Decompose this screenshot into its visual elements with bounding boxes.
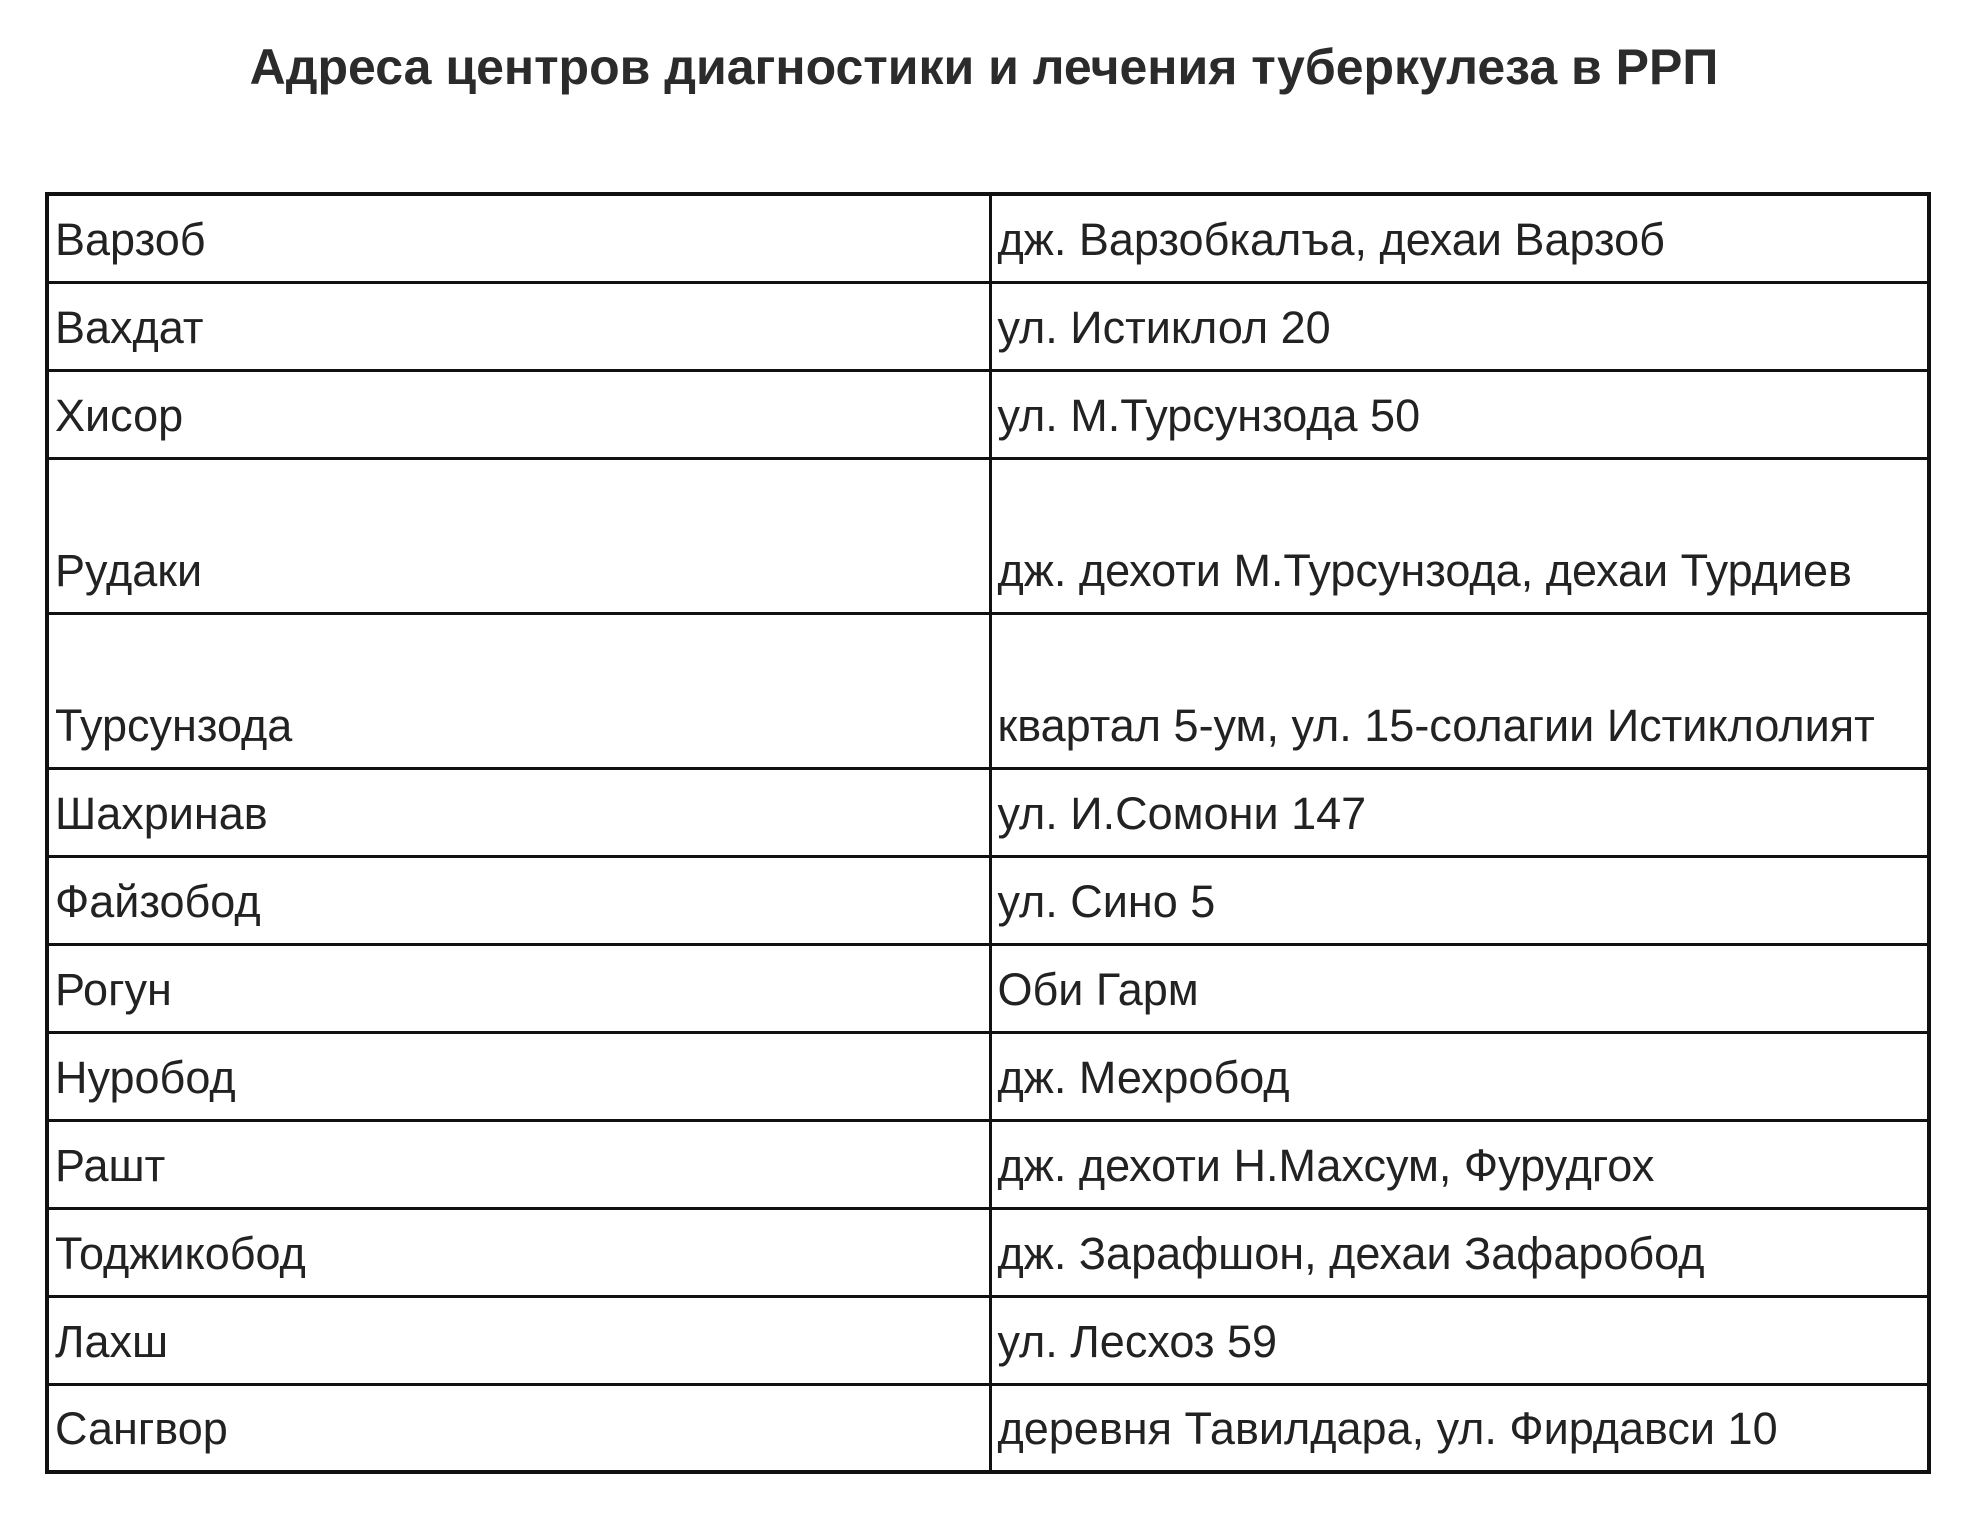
table-row: Вахдат ул. Истиклол 20 — [45, 280, 1931, 372]
page-title: Адреса центров диагностики и лечения туб… — [249, 39, 1719, 95]
district-cell: Вахдат — [45, 280, 992, 372]
address-cell: дж. дехоти М.Турсунзода, дехаи Турдиев — [988, 456, 1931, 615]
district-cell: Файзобод — [45, 854, 992, 946]
table-row: Файзобод ул. Сино 5 — [45, 854, 1931, 946]
address-cell: ул. И.Сомони 147 — [988, 766, 1931, 858]
district-cell: Хисор — [45, 368, 992, 460]
address-cell: квартал 5-ум, ул. 15-солагии Истиклолият — [988, 611, 1931, 770]
district-cell: Рудаки — [45, 456, 992, 615]
district-cell: Нуробод — [45, 1030, 992, 1122]
address-cell: ул. Истиклол 20 — [988, 280, 1931, 372]
address-cell: ул. Лесхоз 59 — [988, 1294, 1931, 1386]
district-cell: Турсунзода — [45, 611, 992, 770]
address-cell: дж. дехоти Н.Махсум, Фурудгох — [988, 1118, 1931, 1210]
address-cell: Оби Гарм — [988, 942, 1931, 1034]
address-cell: деревня Тавилдара, ул. Фирдавси 10 — [988, 1382, 1931, 1474]
table-row: Нуробод дж. Мехробод — [45, 1030, 1931, 1122]
district-cell: Шахринав — [45, 766, 992, 858]
district-cell: Рогун — [45, 942, 992, 1034]
table-row: Варзоб дж. Варзобкалъа, дехаи Варзоб — [45, 192, 1931, 284]
district-cell: Рашт — [45, 1118, 992, 1210]
district-cell: Лахш — [45, 1294, 992, 1386]
address-cell: дж. Мехробод — [988, 1030, 1931, 1122]
table-row: Рудаки дж. дехоти М.Турсунзода, дехаи Тур… — [45, 456, 1931, 615]
table-row: Турсунзода квартал 5-ум, ул. 15-солагии И… — [45, 611, 1931, 770]
address-cell: дж. Зарафшон, дехаи Зафаробод — [988, 1206, 1931, 1298]
district-cell: Тоджикобод — [45, 1206, 992, 1298]
table-row: Шахринав ул. И.Сомони 147 — [45, 766, 1931, 858]
table-row: Сангвор деревня Тавилдара, ул. Фирдавси 1… — [45, 1382, 1931, 1474]
district-cell: Сангвор — [45, 1382, 992, 1474]
address-cell: ул. М.Турсунзода 50 — [988, 368, 1931, 460]
district-cell: Варзоб — [45, 192, 992, 284]
table-row: Тоджикобод дж. Зарафшон, дехаи Зафаробод — [45, 1206, 1931, 1298]
table-row: Лахш ул. Лесхоз 59 — [45, 1294, 1931, 1386]
table-row: Рогун Оби Гарм — [45, 942, 1931, 1034]
address-cell: ул. Сино 5 — [988, 854, 1931, 946]
addresses-table: Варзоб дж. Варзобкалъа, дехаи Варзоб Вахда… — [45, 192, 1931, 1474]
table-row: Хисор ул. М.Турсунзода 50 — [45, 368, 1931, 460]
address-cell: дж. Варзобкалъа, дехаи Варзоб — [988, 192, 1931, 284]
table-row: Рашт дж. дехоти Н.Махсум, Фурудгох — [45, 1118, 1931, 1210]
